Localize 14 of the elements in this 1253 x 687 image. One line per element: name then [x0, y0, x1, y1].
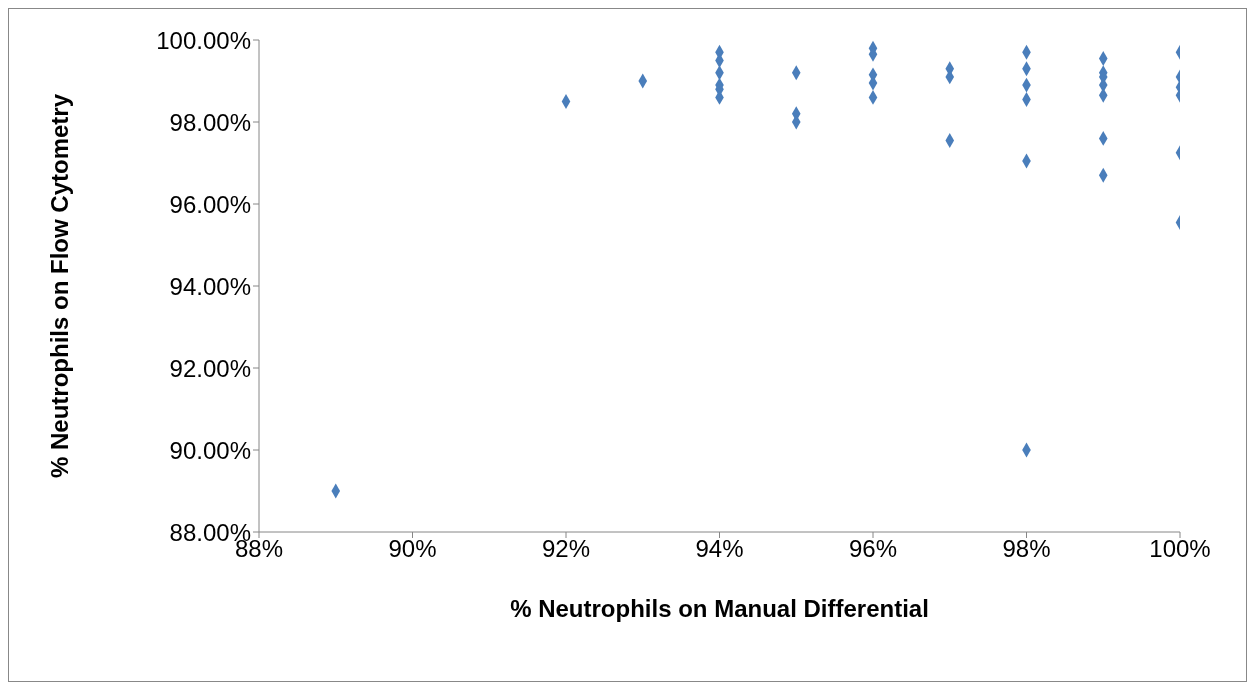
x-tick-label: 92% — [541, 535, 591, 563]
x-tick-label: 90% — [388, 535, 437, 563]
x-tick-label: 98% — [1002, 535, 1051, 563]
y-tick-label: 98.00% — [169, 108, 251, 136]
y-tick-label: 90.00% — [169, 436, 251, 464]
x-tick-label: 100% — [1149, 535, 1211, 563]
y-axis-title: % Neutrophils on Flow Cytometry — [45, 93, 73, 479]
x-tick-label: 94% — [695, 535, 744, 563]
y-tick-label: 92.00% — [169, 354, 251, 382]
y-tick-label: 94.00% — [169, 272, 251, 300]
y-tick-label: 96.00% — [169, 190, 251, 218]
y-tick-label: 100.00% — [156, 26, 251, 54]
x-tick-label: 96% — [848, 535, 898, 563]
x-axis-title: % Neutrophils on Manual Differential — [510, 595, 929, 622]
